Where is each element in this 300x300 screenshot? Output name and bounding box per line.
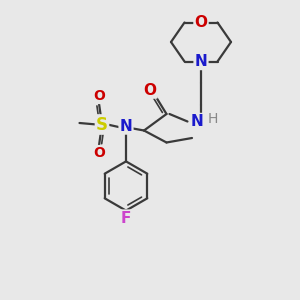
Text: H: H [208, 112, 218, 125]
Text: O: O [93, 89, 105, 103]
Text: O: O [143, 82, 157, 98]
Text: N: N [120, 118, 132, 134]
Text: S: S [96, 116, 108, 134]
Text: O: O [93, 146, 105, 160]
Text: O: O [194, 15, 208, 30]
Text: F: F [121, 211, 131, 226]
Text: N: N [195, 54, 207, 69]
Text: N: N [190, 114, 203, 129]
